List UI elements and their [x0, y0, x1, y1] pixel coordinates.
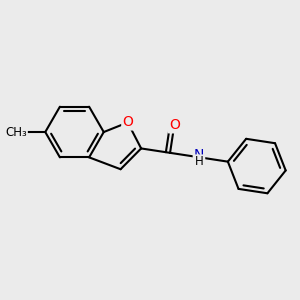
Text: CH₃: CH₃ — [5, 125, 27, 139]
Text: O: O — [122, 116, 133, 130]
Text: N: N — [194, 148, 204, 162]
Text: H: H — [195, 155, 203, 168]
Text: O: O — [169, 118, 180, 132]
